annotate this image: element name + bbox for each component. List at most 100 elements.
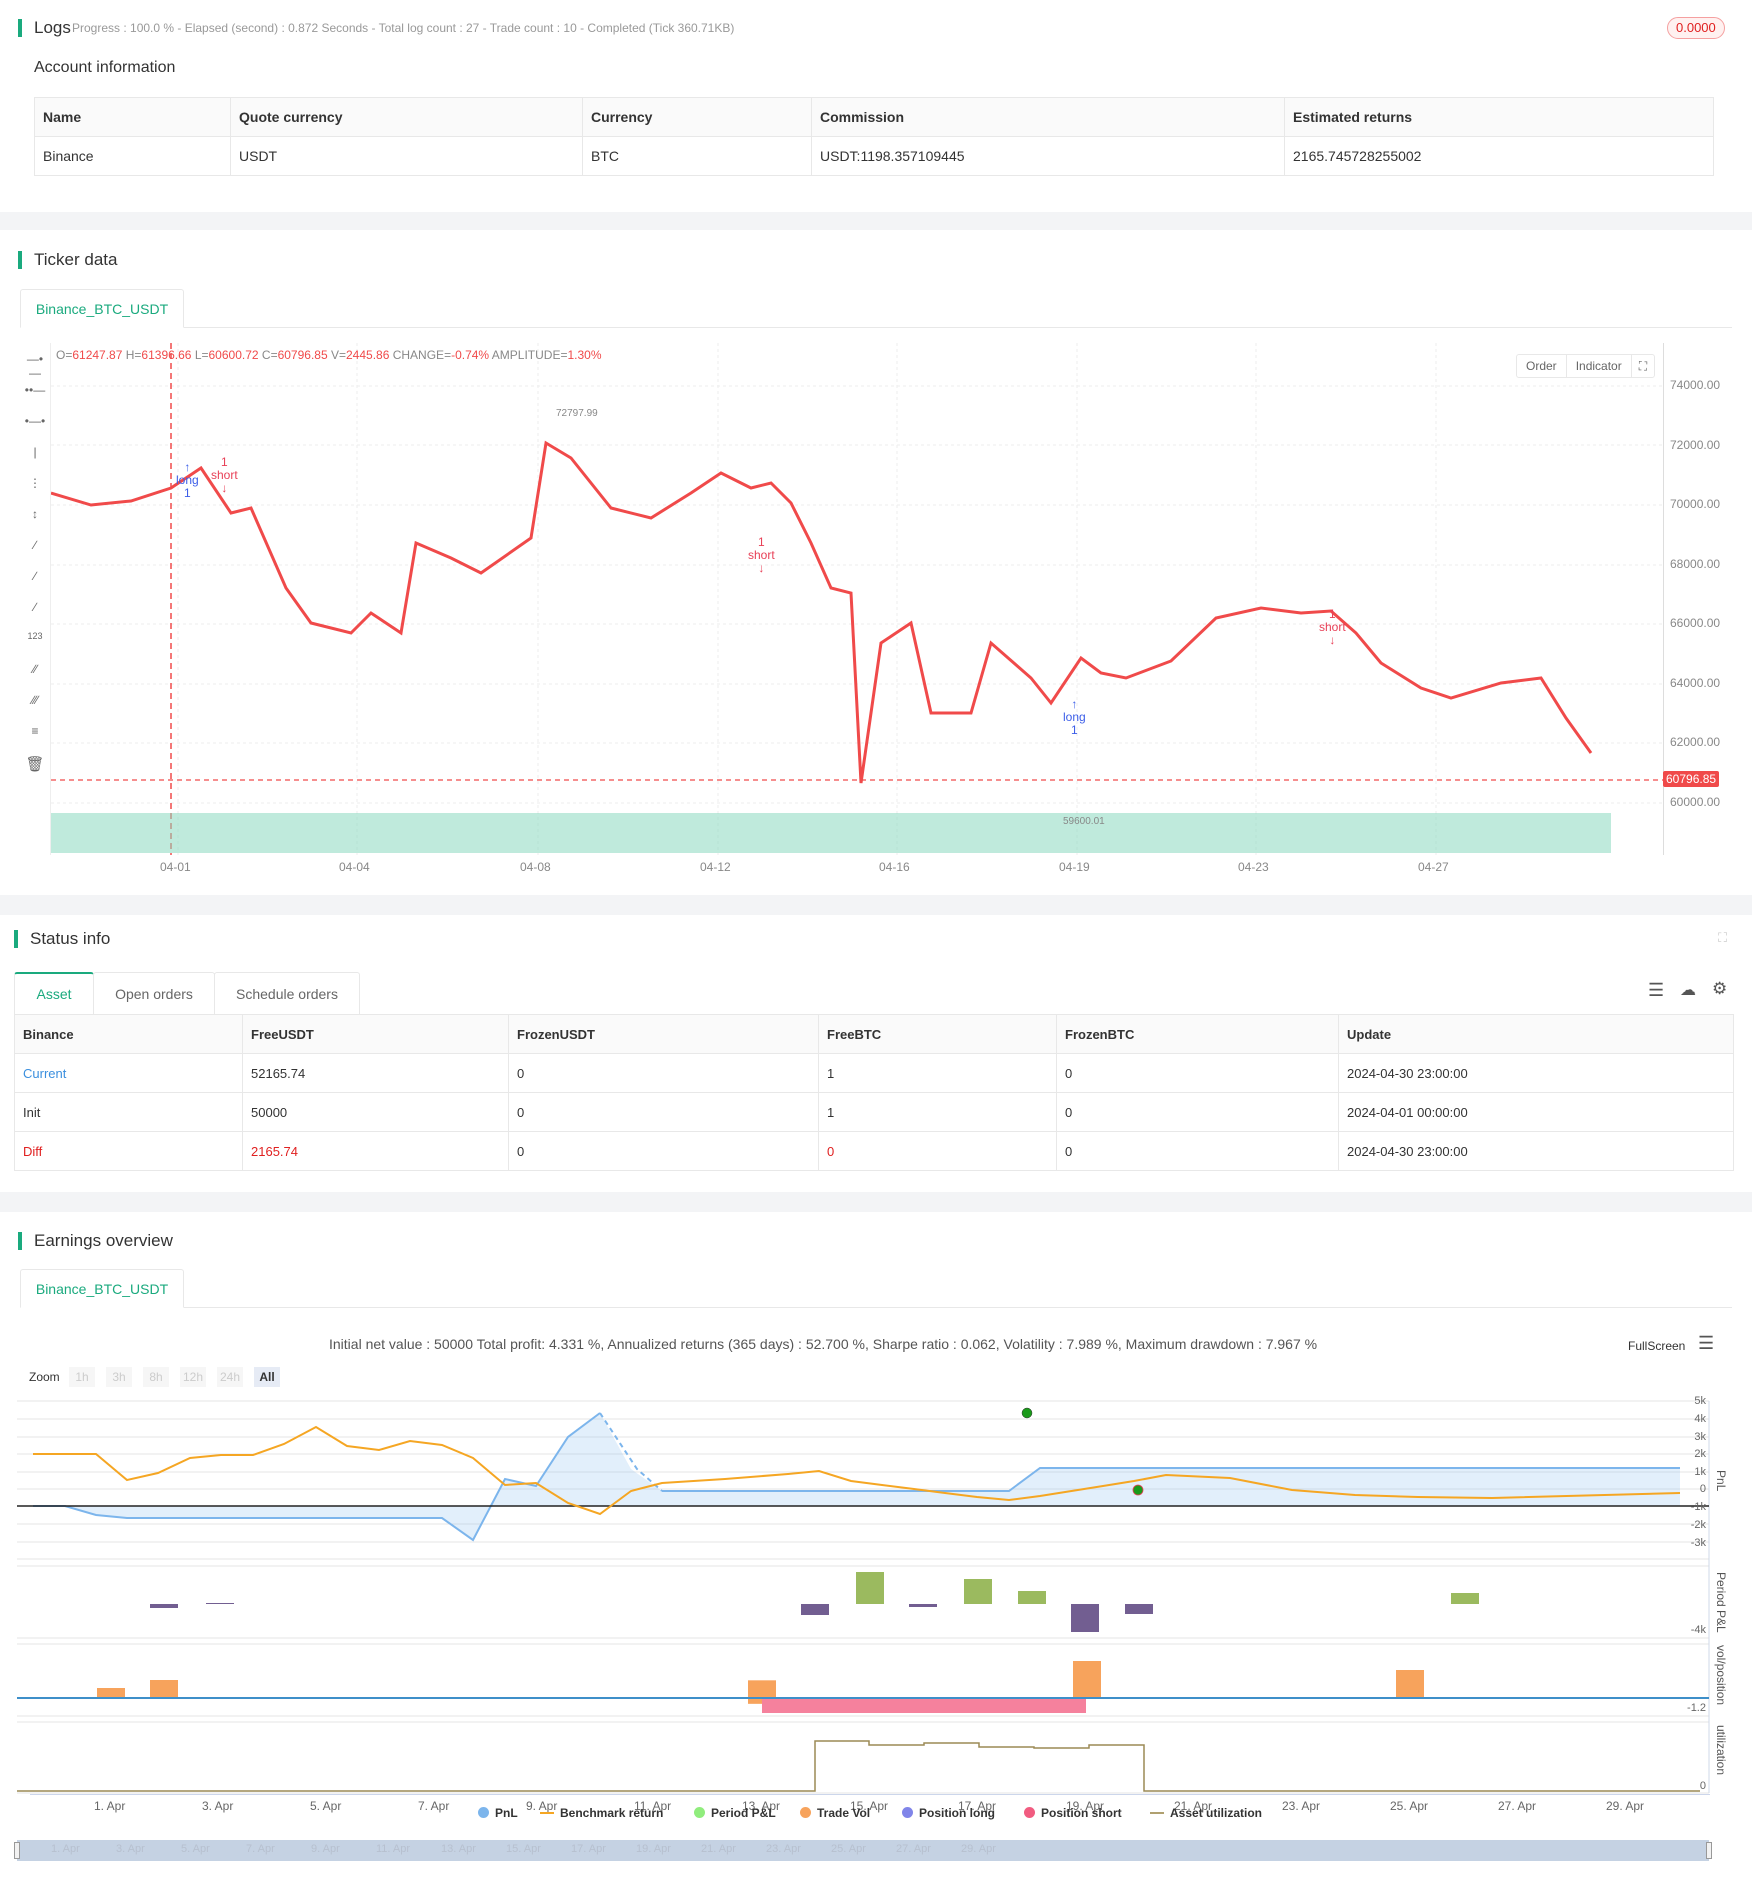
ray-line-tool-icon[interactable]: ∕ [33, 569, 36, 583]
col-name: Name [34, 97, 231, 137]
cell: 1 [818, 1053, 1057, 1093]
vertical-line-tool-icon[interactable]: | [33, 445, 37, 459]
cell: 2165.745728255002 [1284, 136, 1714, 176]
legend-item-asset-utilization[interactable]: Asset utilization [1150, 1806, 1262, 1820]
indicator-button[interactable]: Indicator [1567, 355, 1632, 377]
asset-table: Binance FreeUSDT FrozenUSDT FreeBTC Froz… [14, 1014, 1734, 1171]
navigator-bar[interactable] [17, 1840, 1709, 1861]
zoom-all-button[interactable]: All [254, 1367, 280, 1387]
marker-short: 1 short ↓ [1319, 607, 1346, 647]
segment-tool-icon[interactable]: ∕ [33, 600, 36, 614]
zoom-24h-button[interactable]: 24h [217, 1367, 243, 1387]
col-exchange: Binance [14, 1014, 243, 1054]
legend-item-position-short[interactable]: Position short [1024, 1806, 1122, 1820]
navigator-tick: 29. Apr [961, 1843, 996, 1855]
x-axis-tick: 29. Apr [1606, 1799, 1645, 1813]
price-axis-tick: 74000.00 [1670, 378, 1721, 392]
time-axis-tick: 04-27 [1418, 860, 1449, 874]
navigator-tick: 23. Apr [766, 1843, 801, 1855]
x-axis-tick: 15. Apr [850, 1799, 889, 1813]
tab-asset[interactable]: Asset [14, 972, 94, 1014]
legend-line-icon [540, 1812, 554, 1814]
price-label-tool-icon[interactable]: 123 [27, 631, 43, 641]
pnl-axis-tick: -1k [1690, 1501, 1706, 1513]
trend-line-tool-icon[interactable]: ∕ [33, 538, 36, 552]
arrow-down-icon: ↓ [758, 561, 765, 575]
time-axis-tick: 04-08 [520, 860, 551, 874]
pnl-axis-tick: 0 [1699, 1483, 1706, 1495]
navigator-tick: 21. Apr [701, 1843, 736, 1855]
asset-table-header: Binance FreeUSDT FrozenUSDT FreeBTC Froz… [14, 1014, 1734, 1054]
x-axis-tick: 3. Apr [202, 1799, 234, 1813]
list-icon[interactable]: ☰ [1648, 980, 1665, 1000]
time-axis-tick: 04-16 [879, 860, 910, 874]
parallel-channel-tool-icon[interactable]: ∕∕ [32, 662, 37, 676]
row-label-current[interactable]: Current [14, 1053, 243, 1093]
tab-schedule-orders[interactable]: Schedule orders [214, 972, 360, 1014]
cell: 2024-04-30 23:00:00 [1338, 1131, 1734, 1171]
cell: 52165.74 [242, 1053, 509, 1093]
navigator-tick: 7. Apr [246, 1843, 275, 1855]
price-axis-tick: 60000.00 [1670, 795, 1721, 809]
legend-item-trade-vol[interactable]: Trade Vol [800, 1806, 870, 1820]
fullscreen-button[interactable]: FullScreen [1628, 1339, 1686, 1353]
legend-item-position-long[interactable]: Position long [902, 1806, 995, 1820]
fib-levels-tool-icon[interactable]: ≡ [31, 724, 39, 738]
order-button[interactable]: Order [1517, 355, 1567, 377]
vertical-ray-tool-icon[interactable]: ⋮ [29, 476, 41, 490]
legend-item-pnl[interactable]: PnL [478, 1806, 518, 1820]
tab-binance-btc-usdt[interactable]: Binance_BTC_USDT [20, 1269, 184, 1308]
trash-icon[interactable]: 🗑 [25, 756, 45, 773]
legend-dot-icon [902, 1807, 913, 1818]
panel-label-vol-position: vol/position [1714, 1645, 1728, 1706]
horizontal-segment-tool-icon[interactable]: •—• [24, 414, 46, 428]
cell: 0 [508, 1053, 819, 1093]
fibonacci-tool-icon[interactable]: ∕∕∕ [31, 693, 38, 707]
zoom-1h-button[interactable]: 1h [69, 1367, 95, 1387]
gear-icon[interactable]: ⚙ [1712, 979, 1728, 998]
horizontal-ray-tool-icon[interactable]: ••— [24, 383, 46, 397]
zoom-8h-button[interactable]: 8h [143, 1367, 169, 1387]
horizontal-line-tool-icon[interactable]: —•— [26, 352, 44, 380]
candlestick-chart[interactable]: 72797.99 59600.01 ↑ long 1 1 short ↓ 1 short ↓… [50, 343, 1665, 855]
legend-item-period-pnl[interactable]: Period P&L [694, 1806, 776, 1820]
x-axis-tick: 19. Apr [1066, 1799, 1105, 1813]
earnings-chart[interactable] [0, 1390, 1752, 1810]
cell: 0 [818, 1131, 1057, 1171]
util-axis-tick: 0 [1699, 1780, 1706, 1792]
tab-binance-btc-usdt[interactable]: Binance_BTC_USDT [20, 289, 184, 328]
legend-item-benchmark[interactable]: Benchmark return [540, 1806, 663, 1820]
expand-icon[interactable]: ⛶ [1718, 930, 1728, 945]
high-price-label: 72797.99 [556, 408, 598, 419]
cell: 0 [1056, 1053, 1339, 1093]
arrow-up-icon: ↑ [1071, 697, 1078, 711]
cell: USDT:1198.357109445 [811, 136, 1285, 176]
panel-label-period-pnl: Period P&L [1714, 1572, 1728, 1633]
pnl-axis-tick: 4k [1694, 1413, 1706, 1425]
marker-short: 1 short ↓ [748, 535, 775, 575]
fullscreen-icon[interactable]: ⛶ [1638, 359, 1648, 373]
price-axis-tick: 72000.00 [1670, 438, 1721, 452]
navigator-right-handle[interactable] [1706, 1842, 1712, 1859]
row-label-diff: Diff [14, 1131, 243, 1171]
cloud-download-icon[interactable]: ☁ [1680, 982, 1696, 999]
zoom-12h-button[interactable]: 12h [180, 1367, 206, 1387]
navigator-left-handle[interactable] [14, 1842, 20, 1859]
time-axis-tick: 04-01 [160, 860, 191, 874]
cell: 0 [1056, 1092, 1339, 1132]
legend-dot-icon [1024, 1807, 1035, 1818]
tab-open-orders[interactable]: Open orders [93, 972, 215, 1014]
col-update: Update [1338, 1014, 1734, 1054]
ticker-title: Ticker data [18, 251, 117, 269]
panel-label-utilization: utilization [1714, 1725, 1728, 1776]
vertical-segment-tool-icon[interactable]: ↕ [32, 507, 38, 521]
x-axis-tick: 25. Apr [1390, 1799, 1429, 1813]
last-price-badge: 60796.85 [1663, 771, 1720, 787]
ohlc-info: O=61247.87 H=61396.66 L=60600.72 C=60796… [56, 348, 602, 362]
price-axis-tick: 62000.00 [1670, 735, 1721, 749]
navigator-tick: 5. Apr [181, 1843, 210, 1855]
menu-icon[interactable]: ☰ [1698, 1333, 1715, 1353]
navigator-tick: 13. Apr [441, 1843, 476, 1855]
table-row: Init 50000 0 1 0 2024-04-01 00:00:00 [14, 1092, 1734, 1132]
zoom-3h-button[interactable]: 3h [106, 1367, 132, 1387]
